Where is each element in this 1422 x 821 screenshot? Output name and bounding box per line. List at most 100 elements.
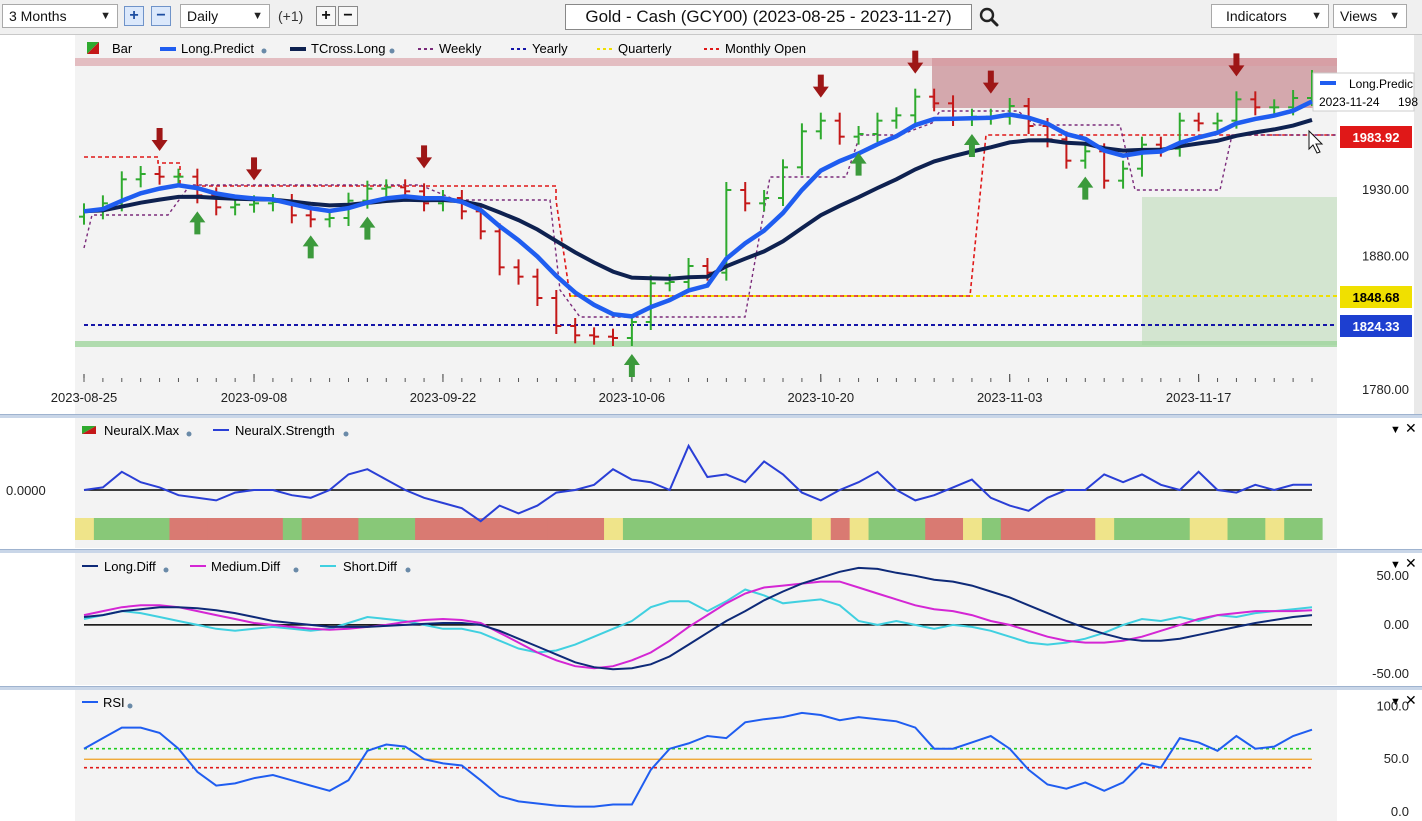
- y-tick-label: 1930.00: [1362, 182, 1409, 197]
- neuralx-max-cell: [1246, 518, 1266, 540]
- chevron-down-icon: ▼: [1311, 10, 1322, 22]
- offset-plus-button[interactable]: +: [316, 6, 336, 26]
- views-label: Views: [1340, 8, 1378, 24]
- neuralx-max-cell: [566, 518, 586, 540]
- main-axes: 1780.001830.001880.001930.002023-08-2520…: [51, 182, 1409, 405]
- support-band: [75, 341, 1337, 347]
- neuralx-max-cell: [282, 518, 303, 540]
- up-arrow-icon: [963, 134, 980, 157]
- indicators-dropdown[interactable]: Indicators ▼: [1211, 4, 1329, 28]
- neuralx-max-cell: [755, 518, 775, 540]
- up-arrow-icon: [359, 216, 376, 240]
- pane-divider[interactable]: [0, 549, 1422, 553]
- legend-quarterly: Quarterly: [618, 41, 672, 56]
- price-bar: [135, 166, 146, 188]
- neuralx-max-cell: [131, 518, 152, 540]
- neuralx-max-cell: [1303, 518, 1323, 540]
- legend-neuralx-max: NeuralX.Max: [104, 423, 180, 438]
- price-bar: [154, 166, 165, 185]
- neuralx-max-cell: [169, 518, 189, 540]
- price-labels: 1983.92 1848.68 1824.33: [1340, 126, 1412, 337]
- signal-arrows: [151, 50, 1245, 377]
- price-bar: [910, 88, 921, 124]
- close-icon[interactable]: ✕: [1405, 692, 1417, 708]
- zoom-in-button[interactable]: +: [124, 6, 144, 26]
- legend-bar: Bar: [112, 41, 133, 56]
- neuralx-max-cell: [792, 518, 813, 540]
- plus-icon: +: [129, 7, 139, 24]
- rsi-axes: 100.0 50.0 0.0: [84, 699, 1409, 819]
- x-tick-label: 2023-08-25: [51, 390, 118, 405]
- price-bar: [532, 268, 543, 306]
- neuralx-max-cell: [1208, 518, 1229, 540]
- down-arrow-icon: [151, 128, 168, 151]
- neuralx-max-cell: [1019, 518, 1040, 540]
- diff-lines: [83, 566, 1313, 671]
- resistance-band: [75, 58, 1337, 66]
- neuralx-max-cell: [1038, 518, 1059, 540]
- indicators-label: Indicators: [1226, 8, 1287, 24]
- pane-divider[interactable]: [0, 414, 1422, 418]
- neuralx-max-cell: [188, 518, 208, 540]
- views-dropdown[interactable]: Views ▼: [1333, 4, 1407, 28]
- minus-icon: −: [156, 7, 166, 24]
- price-bar: [891, 107, 902, 129]
- rsi-y-tick-label: 0.0: [1391, 804, 1409, 819]
- y-tick-label: 1880.00: [1362, 249, 1409, 264]
- diff-y-tick-label: -50.00: [1372, 666, 1409, 681]
- price-bar: [929, 88, 940, 112]
- price-lines: [83, 99, 1313, 319]
- down-arrow-icon: [1228, 53, 1245, 77]
- diff-y-tick-label: 50.00: [1376, 568, 1409, 583]
- period-value: 3 Months: [9, 8, 67, 24]
- neuralx-max-cell: [1170, 518, 1191, 540]
- zoom-out-button[interactable]: −: [151, 6, 171, 26]
- resistance-zone: [932, 58, 1337, 108]
- price-bar: [381, 179, 392, 197]
- offset-label: (+1): [278, 8, 304, 24]
- neuralx-max-cell: [1095, 518, 1115, 540]
- down-arrow-icon: [812, 74, 829, 98]
- price-bar: [778, 159, 789, 206]
- close-icon[interactable]: ✕: [1405, 555, 1417, 571]
- symbol-title[interactable]: Gold - Cash (GCY00) (2023-08-25 - 2023-1…: [565, 4, 972, 30]
- diff-y-tick-label: 0.00: [1384, 617, 1409, 632]
- rsi-pane[interactable]: RSI ▼ ✕ 100.0 50.0 0.0: [0, 690, 1422, 821]
- neuralx-max-cell: [906, 518, 926, 540]
- interval-select[interactable]: Daily ▼: [180, 4, 270, 28]
- up-arrow-icon: [1077, 176, 1094, 200]
- neuralx-max-cell: [849, 518, 870, 540]
- legend-tcross-long: TCross.Long: [311, 41, 385, 56]
- price-chart[interactable]: Bar Long.Predict TCross.Long Weekly Year…: [0, 35, 1422, 415]
- neuralx-max-cell: [736, 518, 756, 540]
- up-arrow-icon: [189, 211, 206, 235]
- collapse-icon[interactable]: ▼: [1390, 696, 1401, 708]
- price-bar: [834, 112, 845, 145]
- price-bar: [1136, 136, 1147, 177]
- neuralx-max-cell: [944, 518, 964, 540]
- neuralx-max-cell: [622, 518, 643, 540]
- neuralx-max-cell: [604, 518, 624, 540]
- pane-divider[interactable]: [0, 686, 1422, 690]
- x-tick-label: 2023-09-22: [410, 390, 477, 405]
- price-bar: [759, 190, 770, 212]
- legend-long-diff: Long.Diff: [104, 559, 156, 574]
- legend-short-diff: Short.Diff: [343, 559, 397, 574]
- period-select[interactable]: 3 Months ▼: [2, 4, 118, 28]
- price-bar: [1269, 99, 1280, 116]
- neuralx-max-cell: [396, 518, 416, 540]
- collapse-icon[interactable]: ▼: [1390, 424, 1401, 436]
- legend-long-predict: Long.Predict: [181, 41, 254, 56]
- monthly-open-line: [84, 134, 1337, 297]
- collapse-icon[interactable]: ▼: [1390, 559, 1401, 571]
- offset-minus-button[interactable]: −: [338, 6, 358, 26]
- down-arrow-icon: [907, 50, 924, 74]
- close-icon[interactable]: ✕: [1405, 420, 1417, 436]
- toolbar: 3 Months ▼ + − Daily ▼ (+1) + − Gold - C…: [0, 0, 1422, 35]
- diff-pane[interactable]: Long.Diff Medium.Diff Short.Diff ▼ ✕ 50.…: [0, 553, 1422, 685]
- rsi-legend: RSI: [82, 695, 133, 710]
- main-legend: Bar Long.Predict TCross.Long Weekly Year…: [87, 41, 806, 56]
- neuralx-pane[interactable]: NeuralX.Max NeuralX.Strength ▼ ✕ 0.0000: [0, 418, 1422, 548]
- price-bar: [1080, 143, 1091, 169]
- search-icon[interactable]: [978, 6, 1000, 28]
